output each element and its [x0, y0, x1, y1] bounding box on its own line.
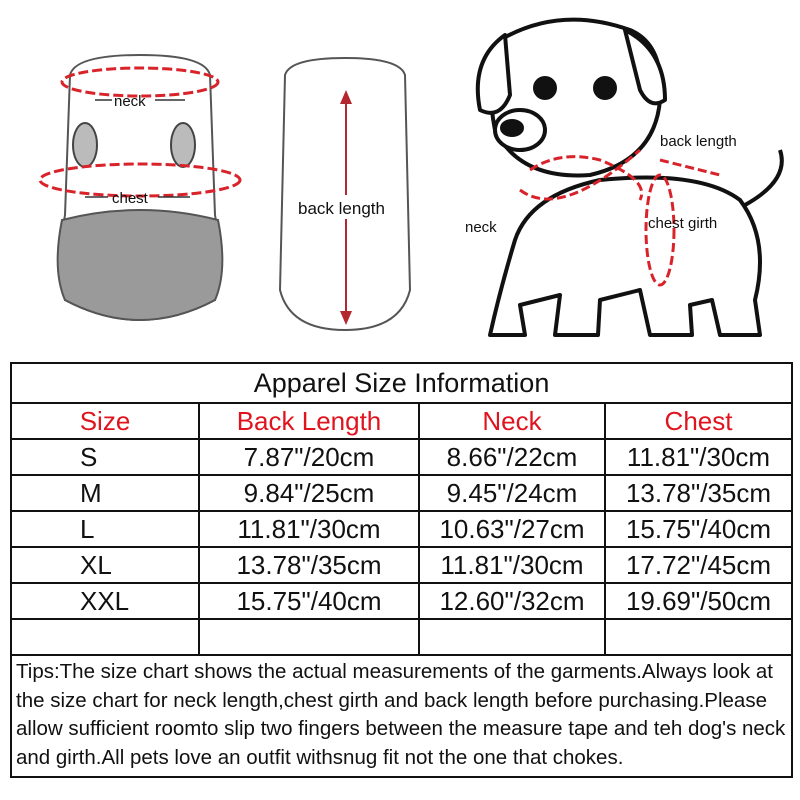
- chest-cell: 17.72"/45cm: [603, 546, 794, 584]
- dog-illustration: [475, 17, 784, 337]
- table-row: XXL 15.75"/40cm 12.60"/32cm 19.69"/50cm: [10, 582, 794, 620]
- back-length-cell: 7.87"/20cm: [198, 438, 420, 476]
- neck-cell: 11.81"/30cm: [418, 546, 606, 584]
- table-row: L 11.81"/30cm 10.63"/27cm 15.75"/40cm: [10, 510, 794, 548]
- neck-cell: 8.66"/22cm: [418, 438, 606, 476]
- garment-back-illustration: back length: [278, 56, 412, 332]
- front-chest-label: chest: [112, 190, 149, 207]
- measurement-illustrations: neck chest back length back length neck …: [38, 17, 784, 337]
- size-cell: S: [10, 438, 200, 476]
- empty-row: [10, 618, 794, 656]
- chest-cell: 15.75"/40cm: [603, 510, 794, 548]
- back-length-cell: 9.84"/25cm: [198, 474, 420, 512]
- dog-neck-label: neck: [465, 219, 497, 236]
- chest-cell: 13.78"/35cm: [603, 474, 794, 512]
- dog-back-length-label: back length: [660, 133, 737, 150]
- front-neck-label: neck: [114, 93, 146, 110]
- chest-cell: 11.81"/30cm: [603, 438, 794, 476]
- table-row: XL 13.78"/35cm 11.81"/30cm 17.72"/45cm: [10, 546, 794, 584]
- header-size: Size: [10, 402, 200, 440]
- table-row: S 7.87"/20cm 8.66"/22cm 11.81"/30cm: [10, 438, 794, 476]
- header-chest: Chest: [603, 402, 794, 440]
- back-length-cell: 13.78"/35cm: [198, 546, 420, 584]
- dog-measurement-lines: [519, 148, 721, 287]
- table-header-row: Size Back Length Neck Chest: [10, 402, 794, 440]
- tips-text: Tips:The size chart shows the actual mea…: [9, 654, 794, 778]
- table-title: Apparel Size Information: [9, 362, 794, 404]
- size-cell: L: [10, 510, 200, 548]
- header-neck: Neck: [418, 402, 606, 440]
- size-cell: M: [10, 474, 200, 512]
- size-table: Apparel Size Information Size Back Lengt…: [9, 362, 794, 778]
- neck-cell: 10.63"/27cm: [418, 510, 606, 548]
- neck-cell: 9.45"/24cm: [418, 474, 606, 512]
- back-length-cell: 15.75"/40cm: [198, 582, 420, 620]
- chest-cell: 19.69"/50cm: [603, 582, 794, 620]
- table-row: M 9.84"/25cm 9.45"/24cm 13.78"/35cm: [10, 474, 794, 512]
- back-length-label: back length: [298, 199, 385, 218]
- header-back-length: Back Length: [198, 402, 420, 440]
- size-cell: XXL: [10, 582, 200, 620]
- size-cell: XL: [10, 546, 200, 584]
- garment-front-illustration: neck chest: [38, 53, 242, 321]
- neck-cell: 12.60"/32cm: [418, 582, 606, 620]
- dog-chest-girth-label: chest girth: [648, 215, 717, 232]
- back-length-cell: 11.81"/30cm: [198, 510, 420, 548]
